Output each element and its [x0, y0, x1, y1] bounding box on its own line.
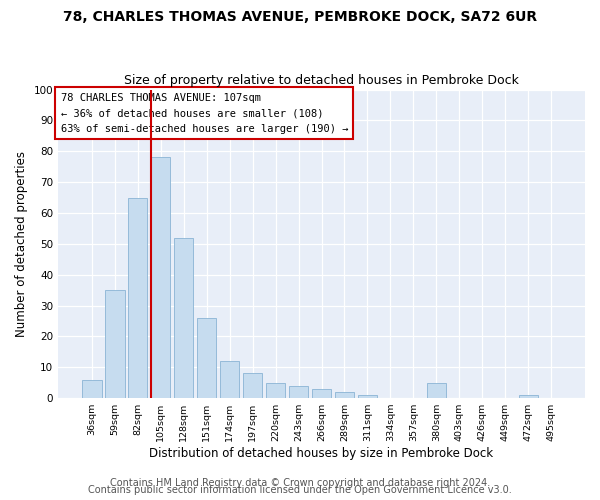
- Bar: [151, 158, 170, 398]
- Bar: [197, 318, 217, 398]
- Bar: [518, 395, 538, 398]
- Bar: [427, 382, 446, 398]
- Bar: [128, 198, 148, 398]
- Bar: [82, 380, 101, 398]
- X-axis label: Distribution of detached houses by size in Pembroke Dock: Distribution of detached houses by size …: [149, 447, 494, 460]
- Bar: [289, 386, 308, 398]
- Title: Size of property relative to detached houses in Pembroke Dock: Size of property relative to detached ho…: [124, 74, 519, 87]
- Bar: [243, 374, 262, 398]
- Bar: [105, 290, 125, 398]
- Text: 78, CHARLES THOMAS AVENUE, PEMBROKE DOCK, SA72 6UR: 78, CHARLES THOMAS AVENUE, PEMBROKE DOCK…: [63, 10, 537, 24]
- Bar: [335, 392, 354, 398]
- Bar: [312, 389, 331, 398]
- Bar: [220, 361, 239, 398]
- Bar: [266, 382, 286, 398]
- Bar: [358, 395, 377, 398]
- Text: Contains public sector information licensed under the Open Government Licence v3: Contains public sector information licen…: [88, 485, 512, 495]
- Text: 78 CHARLES THOMAS AVENUE: 107sqm
← 36% of detached houses are smaller (108)
63% : 78 CHARLES THOMAS AVENUE: 107sqm ← 36% o…: [61, 92, 348, 134]
- Y-axis label: Number of detached properties: Number of detached properties: [15, 151, 28, 337]
- Text: Contains HM Land Registry data © Crown copyright and database right 2024.: Contains HM Land Registry data © Crown c…: [110, 478, 490, 488]
- Bar: [174, 238, 193, 398]
